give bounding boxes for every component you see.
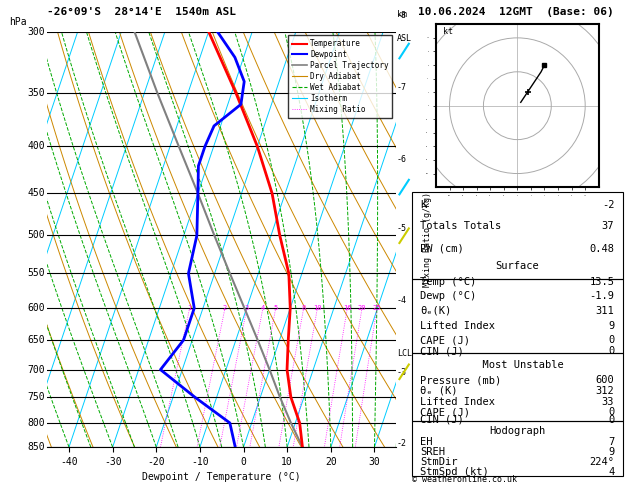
Text: CAPE (J): CAPE (J)	[420, 407, 470, 417]
Text: 0: 0	[608, 415, 615, 425]
Text: CAPE (J): CAPE (J)	[420, 335, 470, 346]
Text: 0.48: 0.48	[589, 244, 615, 254]
Text: -3: -3	[397, 368, 407, 377]
Text: km: km	[397, 10, 407, 19]
Text: 500: 500	[28, 230, 45, 241]
Text: Lifted Index: Lifted Index	[420, 321, 496, 330]
Text: 10.06.2024  12GMT  (Base: 06): 10.06.2024 12GMT (Base: 06)	[418, 7, 614, 17]
Text: 0: 0	[608, 335, 615, 346]
Text: 700: 700	[28, 364, 45, 375]
Text: LCL: LCL	[397, 349, 412, 358]
Text: 2: 2	[223, 305, 227, 311]
Text: 550: 550	[28, 268, 45, 278]
Text: -1.9: -1.9	[589, 291, 615, 301]
Text: 9: 9	[608, 321, 615, 330]
Text: Lifted Index: Lifted Index	[420, 397, 496, 407]
Text: -4: -4	[397, 295, 407, 305]
Text: 33: 33	[602, 397, 615, 407]
Text: θₑ (K): θₑ (K)	[420, 386, 458, 396]
Legend: Temperature, Dewpoint, Parcel Trajectory, Dry Adiabat, Wet Adiabat, Isotherm, Mi: Temperature, Dewpoint, Parcel Trajectory…	[288, 35, 392, 118]
Text: 7: 7	[608, 437, 615, 447]
Bar	[412, 278, 623, 353]
Text: 16: 16	[343, 305, 352, 311]
Text: Pressure (mb): Pressure (mb)	[420, 375, 502, 385]
Bar	[412, 353, 623, 421]
Text: -6: -6	[397, 155, 407, 164]
Text: 600: 600	[28, 303, 45, 313]
Text: 4: 4	[608, 467, 615, 477]
Text: SREH: SREH	[420, 447, 445, 457]
Text: θₑ(K): θₑ(K)	[420, 306, 452, 316]
Text: kt: kt	[443, 28, 453, 36]
Text: 37: 37	[602, 221, 615, 231]
Text: -2: -2	[397, 439, 407, 448]
Text: 224°: 224°	[589, 457, 615, 467]
Text: K: K	[420, 200, 426, 210]
Text: 300: 300	[28, 27, 45, 36]
Text: 750: 750	[28, 392, 45, 402]
Text: StmSpd (kt): StmSpd (kt)	[420, 467, 489, 477]
Text: 450: 450	[28, 189, 45, 198]
Text: 0: 0	[608, 407, 615, 417]
Text: -8: -8	[397, 11, 407, 20]
Text: 9: 9	[608, 447, 615, 457]
Text: 5: 5	[274, 305, 278, 311]
Text: hPa: hPa	[9, 17, 26, 27]
Text: 350: 350	[28, 88, 45, 98]
Text: 10: 10	[313, 305, 321, 311]
Text: Surface: Surface	[496, 261, 539, 271]
X-axis label: Dewpoint / Temperature (°C): Dewpoint / Temperature (°C)	[142, 472, 301, 483]
Text: ASL: ASL	[397, 34, 412, 43]
Text: © weatheronline.co.uk: © weatheronline.co.uk	[412, 474, 517, 484]
Text: -5: -5	[397, 225, 407, 233]
Text: 13.5: 13.5	[589, 277, 615, 287]
Bar	[412, 192, 623, 278]
Text: Temp (°C): Temp (°C)	[420, 277, 477, 287]
Text: CIN (J): CIN (J)	[420, 346, 464, 356]
Text: 311: 311	[596, 306, 615, 316]
Text: 800: 800	[28, 418, 45, 428]
Text: 400: 400	[28, 141, 45, 151]
Text: 3: 3	[245, 305, 249, 311]
Text: 20: 20	[358, 305, 366, 311]
Text: 850: 850	[28, 442, 45, 452]
Text: 312: 312	[596, 386, 615, 396]
Text: Mixing Ratio (g/kg): Mixing Ratio (g/kg)	[423, 192, 432, 287]
Text: Dewp (°C): Dewp (°C)	[420, 291, 477, 301]
Text: Totals Totals: Totals Totals	[420, 221, 502, 231]
Text: CIN (J): CIN (J)	[420, 415, 464, 425]
Text: 1: 1	[187, 305, 192, 311]
Text: -7: -7	[397, 83, 407, 92]
Text: 25: 25	[373, 305, 381, 311]
Text: -26°09'S  28°14'E  1540m ASL: -26°09'S 28°14'E 1540m ASL	[47, 7, 236, 17]
Text: StmDir: StmDir	[420, 457, 458, 467]
Text: 8: 8	[301, 305, 306, 311]
Text: PW (cm): PW (cm)	[420, 244, 464, 254]
Text: 0: 0	[608, 346, 615, 356]
Text: 650: 650	[28, 335, 45, 345]
Text: -2: -2	[602, 200, 615, 210]
Text: Most Unstable: Most Unstable	[470, 361, 564, 370]
Text: EH: EH	[420, 437, 433, 447]
Text: 4: 4	[261, 305, 265, 311]
Text: Hodograph: Hodograph	[489, 426, 545, 436]
Bar	[412, 421, 623, 476]
Text: 600: 600	[596, 375, 615, 385]
